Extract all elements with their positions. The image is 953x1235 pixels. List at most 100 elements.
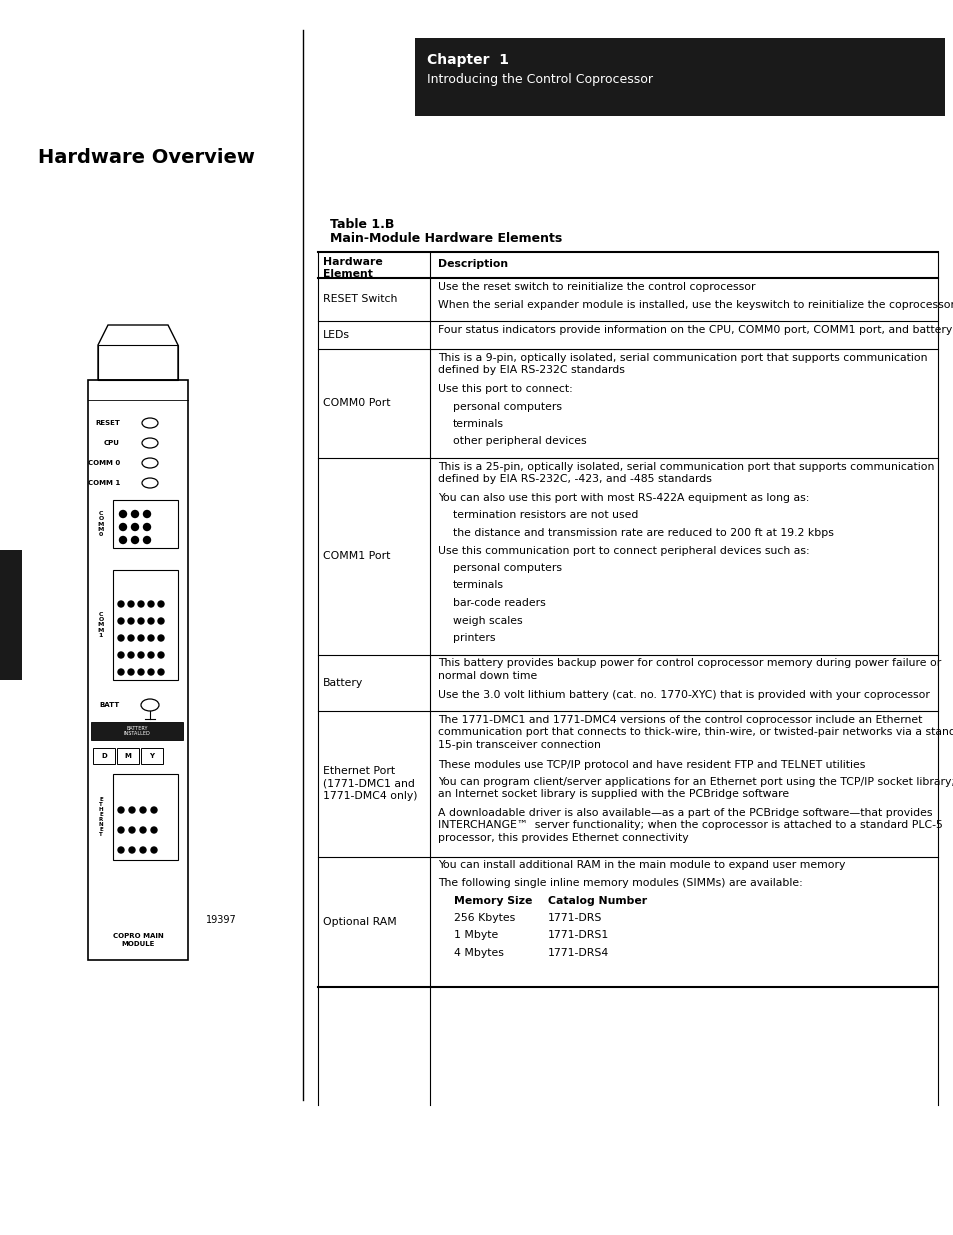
Bar	[112, 500, 178, 548]
Text: Introducing the Control Coprocessor: Introducing the Control Coprocessor	[427, 73, 652, 86]
Circle shape	[119, 524, 127, 531]
Circle shape	[158, 618, 164, 624]
Text: Use the reset switch to reinitialize the control coprocessor: Use the reset switch to reinitialize the…	[437, 282, 755, 291]
Circle shape	[119, 510, 127, 517]
Text: 1771-DRS4: 1771-DRS4	[547, 948, 609, 958]
Bar	[91, 722, 183, 740]
Text: Battery: Battery	[323, 678, 363, 688]
Circle shape	[128, 669, 133, 676]
Text: COMM0 Port: COMM0 Port	[323, 399, 390, 409]
Text: This is a 25-pin, optically isolated, serial communication port that supports co: This is a 25-pin, optically isolated, se…	[437, 462, 933, 484]
Text: 1771-DRS: 1771-DRS	[547, 913, 601, 923]
Circle shape	[151, 827, 157, 832]
Text: Use the 3.0 volt lithium battery (cat. no. 1770-XYC) that is provided with your : Use the 3.0 volt lithium battery (cat. n…	[437, 689, 929, 699]
Text: 1 Mbyte: 1 Mbyte	[454, 930, 497, 941]
Circle shape	[128, 635, 133, 641]
Text: Hardware
Element: Hardware Element	[323, 257, 382, 279]
Text: The following single inline memory modules (SIMMs) are available:: The following single inline memory modul…	[437, 878, 801, 888]
Text: RESET: RESET	[95, 420, 120, 426]
Bar	[0, 550, 22, 680]
Circle shape	[129, 847, 135, 853]
Text: D: D	[101, 753, 107, 760]
Circle shape	[140, 827, 146, 832]
Text: 256 Kbytes: 256 Kbytes	[454, 913, 515, 923]
Circle shape	[129, 827, 135, 832]
Circle shape	[138, 635, 144, 641]
Text: A downloadable driver is also available—as a part of the PCBridge software—that : A downloadable driver is also available—…	[437, 808, 942, 842]
Circle shape	[148, 652, 153, 658]
Text: C
O
M
M
1: C O M M 1	[98, 611, 104, 638]
Text: COPRO MAIN
MODULE: COPRO MAIN MODULE	[112, 934, 163, 946]
Text: personal computers: personal computers	[453, 401, 561, 411]
Text: This battery provides backup power for control coprocessor memory during power f: This battery provides backup power for c…	[437, 658, 941, 680]
Circle shape	[118, 618, 124, 624]
Text: You can also use this port with most RS-422A equipment as long as:: You can also use this port with most RS-…	[437, 493, 808, 503]
Text: LEDs: LEDs	[323, 330, 350, 340]
Text: Ethernet Port
(1771-DMC1 and
1771-DMC4 only): Ethernet Port (1771-DMC1 and 1771-DMC4 o…	[323, 767, 417, 802]
Bar	[88, 380, 188, 960]
Circle shape	[151, 806, 157, 813]
Circle shape	[143, 524, 151, 531]
Text: Optional RAM: Optional RAM	[323, 916, 396, 926]
Text: the distance and transmission rate are reduced to 200 ft at 19.2 kbps: the distance and transmission rate are r…	[453, 529, 833, 538]
Text: termination resistors are not used: termination resistors are not used	[453, 510, 638, 520]
Circle shape	[138, 601, 144, 606]
Text: Memory Size: Memory Size	[454, 895, 532, 905]
Text: Catalog Number: Catalog Number	[547, 895, 646, 905]
Text: Description: Description	[437, 259, 508, 269]
Circle shape	[132, 536, 138, 543]
Circle shape	[158, 669, 164, 676]
Text: Main-Module Hardware Elements: Main-Module Hardware Elements	[330, 232, 561, 245]
Text: terminals: terminals	[453, 419, 503, 429]
Text: COMM1 Port: COMM1 Port	[323, 551, 390, 561]
Text: BATT: BATT	[100, 701, 120, 708]
Text: 4 Mbytes: 4 Mbytes	[454, 948, 503, 958]
Text: CPU: CPU	[104, 440, 120, 446]
Bar	[98, 345, 178, 380]
Circle shape	[143, 536, 151, 543]
Circle shape	[119, 536, 127, 543]
Bar	[117, 748, 139, 764]
Circle shape	[129, 806, 135, 813]
Text: 1771-DRS1: 1771-DRS1	[547, 930, 609, 941]
Circle shape	[118, 847, 124, 853]
Circle shape	[128, 601, 133, 606]
Text: When the serial expander module is installed, use the keyswitch to reinitialize : When the serial expander module is insta…	[437, 300, 953, 310]
Text: Four status indicators provide information on the CPU, COMM0 port, COMM1 port, a: Four status indicators provide informati…	[437, 325, 951, 335]
Text: weigh scales: weigh scales	[453, 615, 522, 625]
Circle shape	[140, 847, 146, 853]
Circle shape	[148, 618, 153, 624]
Text: This is a 9-pin, optically isolated, serial communication port that supports com: This is a 9-pin, optically isolated, ser…	[437, 353, 926, 375]
Bar	[112, 774, 178, 860]
Circle shape	[118, 806, 124, 813]
Text: Table 1.B: Table 1.B	[330, 219, 394, 231]
Circle shape	[148, 669, 153, 676]
Circle shape	[118, 635, 124, 641]
Text: Use this port to connect:: Use this port to connect:	[437, 384, 572, 394]
Circle shape	[148, 635, 153, 641]
Circle shape	[158, 652, 164, 658]
Text: RESET Switch: RESET Switch	[323, 294, 397, 305]
Text: You can program client/server applications for an Ethernet port using the TCP/IP: You can program client/server applicatio…	[437, 777, 953, 799]
Circle shape	[151, 847, 157, 853]
Circle shape	[132, 510, 138, 517]
Circle shape	[158, 601, 164, 606]
Text: other peripheral devices: other peripheral devices	[453, 436, 586, 447]
Circle shape	[158, 635, 164, 641]
Text: COMM 1: COMM 1	[88, 480, 120, 487]
Text: These modules use TCP/IP protocol and have resident FTP and TELNET utilities: These modules use TCP/IP protocol and ha…	[437, 760, 864, 769]
Text: C
O
M
M
0: C O M M 0	[98, 511, 104, 537]
Circle shape	[132, 524, 138, 531]
Text: Use this communication port to connect peripheral devices such as:: Use this communication port to connect p…	[437, 546, 809, 556]
Text: Hardware Overview: Hardware Overview	[38, 148, 254, 167]
Circle shape	[128, 652, 133, 658]
Circle shape	[118, 669, 124, 676]
Circle shape	[118, 827, 124, 832]
Text: You can install additional RAM in the main module to expand user memory: You can install additional RAM in the ma…	[437, 861, 844, 871]
Circle shape	[118, 601, 124, 606]
Bar	[415, 38, 944, 116]
Text: printers: printers	[453, 634, 495, 643]
Text: Y: Y	[150, 753, 154, 760]
Circle shape	[148, 601, 153, 606]
Circle shape	[138, 618, 144, 624]
